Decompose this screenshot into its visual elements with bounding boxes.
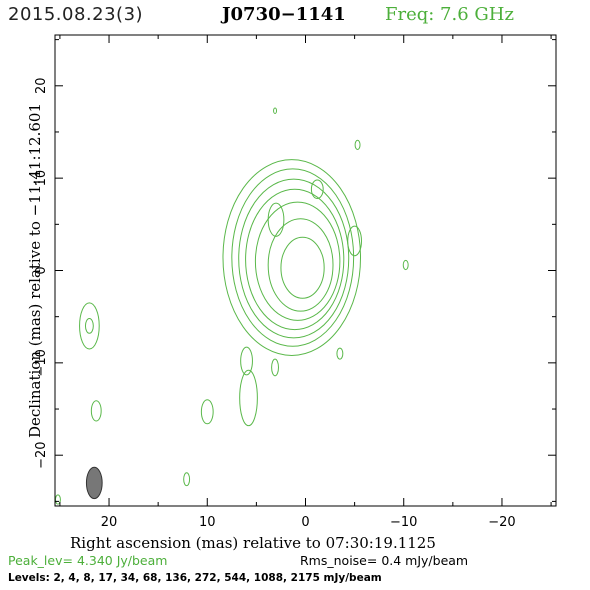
contour-8 — [310, 179, 324, 199]
contour-0 — [280, 236, 325, 299]
contour-5 — [231, 168, 355, 347]
contour-layer — [54, 107, 409, 505]
tick-layer: 20 10 0 −10 −20 20 10 0 −10 −20 — [34, 35, 556, 530]
rms-noise: Rms_noise= 0.4 mJy/beam — [300, 553, 469, 568]
beam-ellipse — [85, 466, 103, 500]
x-tick-label-3: −10 — [390, 515, 417, 530]
frequency-label: Freq: 7.6 GHz — [385, 4, 514, 25]
x-tick-label-0: 20 — [101, 515, 118, 530]
x-tick-label-2: 0 — [301, 515, 309, 530]
observation-date: 2015.08.23(3) — [8, 4, 144, 25]
y-tick-label-3: −10 — [34, 349, 49, 376]
contour-11 — [273, 107, 278, 114]
plot-frame — [54, 34, 557, 507]
x-tick-label-1: 10 — [199, 515, 216, 530]
y-tick-label-1: 10 — [34, 170, 49, 187]
contour-21 — [183, 472, 191, 487]
contour-7 — [267, 202, 285, 237]
y-axis-label: Declination (mas) relative to −11:41:12.… — [26, 103, 44, 438]
y-tick-label-0: 20 — [34, 78, 49, 95]
contour-10 — [354, 139, 361, 151]
x-axis-label: Right ascension (mas) relative to 07:30:… — [70, 534, 436, 552]
contour-16 — [200, 399, 214, 425]
contour-15 — [90, 400, 102, 422]
contour-3 — [245, 188, 345, 331]
contour-13 — [79, 302, 100, 350]
contour-14 — [84, 318, 94, 334]
contour-6 — [222, 159, 362, 356]
contour-12 — [402, 259, 409, 271]
contour-levels: Levels: 2, 4, 8, 17, 34, 68, 136, 272, 5… — [8, 572, 382, 584]
contour-9 — [347, 225, 362, 257]
peak-level: Peak_lev= 4.340 Jy/beam — [8, 553, 168, 568]
contour-20 — [336, 347, 344, 360]
contour-17 — [239, 369, 258, 427]
y-tick-label-2: 0 — [34, 266, 49, 274]
contour-2 — [254, 201, 341, 321]
contour-1 — [267, 218, 334, 312]
contour-4 — [238, 178, 350, 339]
contour-18 — [240, 346, 253, 376]
beam-layer — [85, 466, 103, 500]
y-tick-label-4: −20 — [34, 441, 49, 468]
x-tick-label-4: −20 — [488, 515, 515, 530]
source-name: J0730−1141 — [222, 4, 346, 25]
contour-19 — [271, 358, 279, 377]
